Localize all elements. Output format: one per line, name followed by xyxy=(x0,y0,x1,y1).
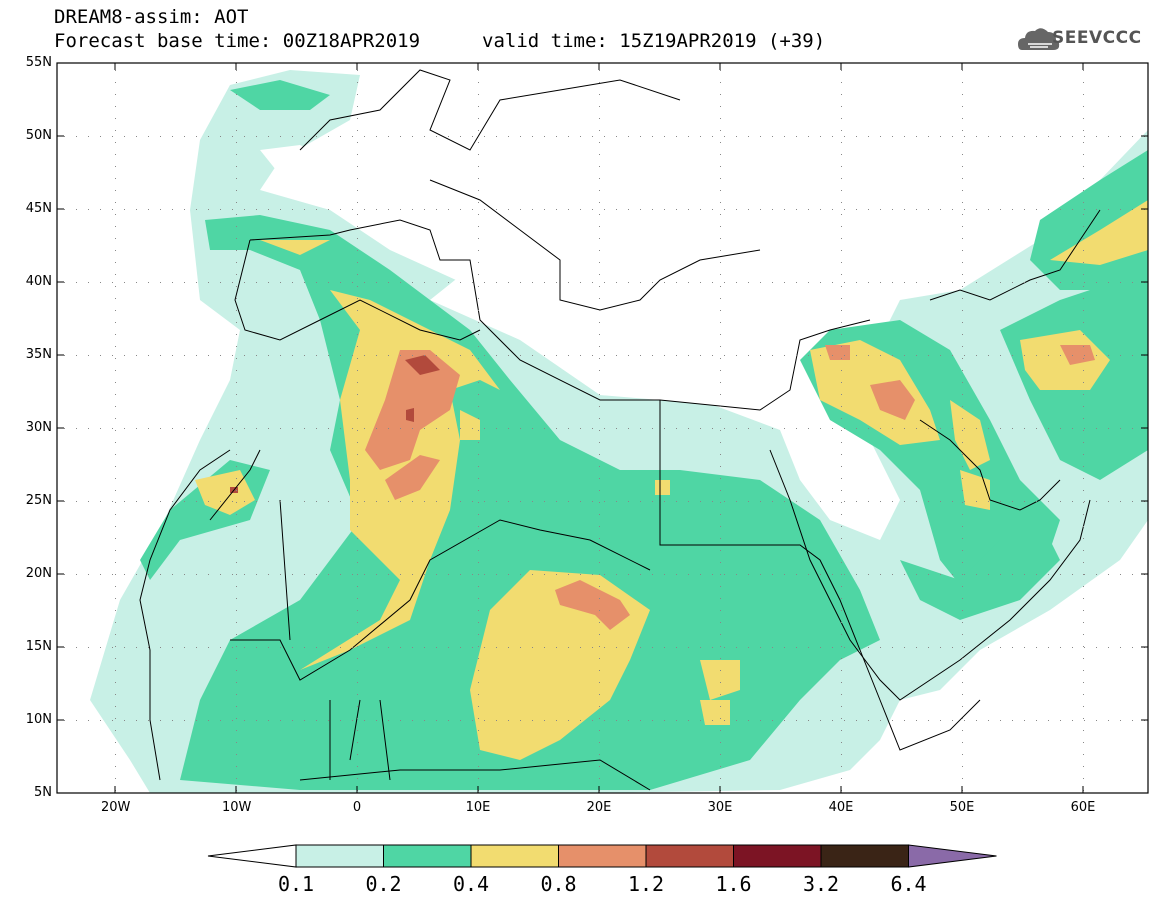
cloud-icon xyxy=(1018,28,1060,50)
lat-label: 45N xyxy=(25,201,52,216)
colorbar-swatch xyxy=(295,844,384,868)
coastlines xyxy=(139,69,1101,791)
map-title: DREAM8-assim: AOT xyxy=(54,6,249,28)
colorbar-label: 0.4 xyxy=(452,872,490,896)
forecast-valid-time: valid time: 15Z19APR2019 (+39) xyxy=(482,30,826,52)
lon-label: 10W xyxy=(222,800,252,815)
lon-label: 20W xyxy=(101,800,131,815)
lat-label: 25N xyxy=(25,493,52,508)
lon-label: 20E xyxy=(586,800,612,815)
colorbar-min-arrow xyxy=(207,844,297,868)
lon-label: 60E xyxy=(1070,800,1096,815)
colorbar-label: 3.2 xyxy=(802,872,840,896)
lat-label: 55N xyxy=(25,55,52,70)
lon-label: 10E xyxy=(465,800,491,815)
colorbar-label: 6.4 xyxy=(890,872,927,896)
lat-label: 35N xyxy=(25,347,52,362)
lat-label: 30N xyxy=(25,420,52,435)
lat-label: 40N xyxy=(25,274,52,289)
forecast-base-time: Forecast base time: 00Z18APR2019 xyxy=(54,30,421,52)
colorbar-swatch xyxy=(383,844,472,868)
seevccc-logo-text: SEEVCCC xyxy=(1052,28,1142,48)
lat-label: 10N xyxy=(25,712,52,727)
colorbar-max-arrow xyxy=(908,844,997,868)
colorbar-label: 0.2 xyxy=(365,872,402,896)
lat-label: 5N xyxy=(34,785,52,800)
colorbar-label: 1.6 xyxy=(715,872,752,896)
colorbar-swatch xyxy=(820,844,909,868)
lon-label: 30E xyxy=(707,800,733,815)
lon-label: 40E xyxy=(828,800,854,815)
colorbar-label: 0.1 xyxy=(277,872,315,896)
lon-label: 0 xyxy=(352,800,362,815)
lat-label: 15N xyxy=(25,639,52,654)
colorbar-swatch xyxy=(733,844,822,868)
colorbar-label: 0.8 xyxy=(540,872,577,896)
lat-label: 50N xyxy=(25,128,52,143)
lat-label: 20N xyxy=(25,566,52,581)
lon-label: 50E xyxy=(949,800,975,815)
colorbar-label: 1.2 xyxy=(627,872,665,896)
colorbar-swatch xyxy=(558,844,647,868)
colorbar-swatch xyxy=(470,844,559,868)
colorbar-swatch xyxy=(645,844,734,868)
